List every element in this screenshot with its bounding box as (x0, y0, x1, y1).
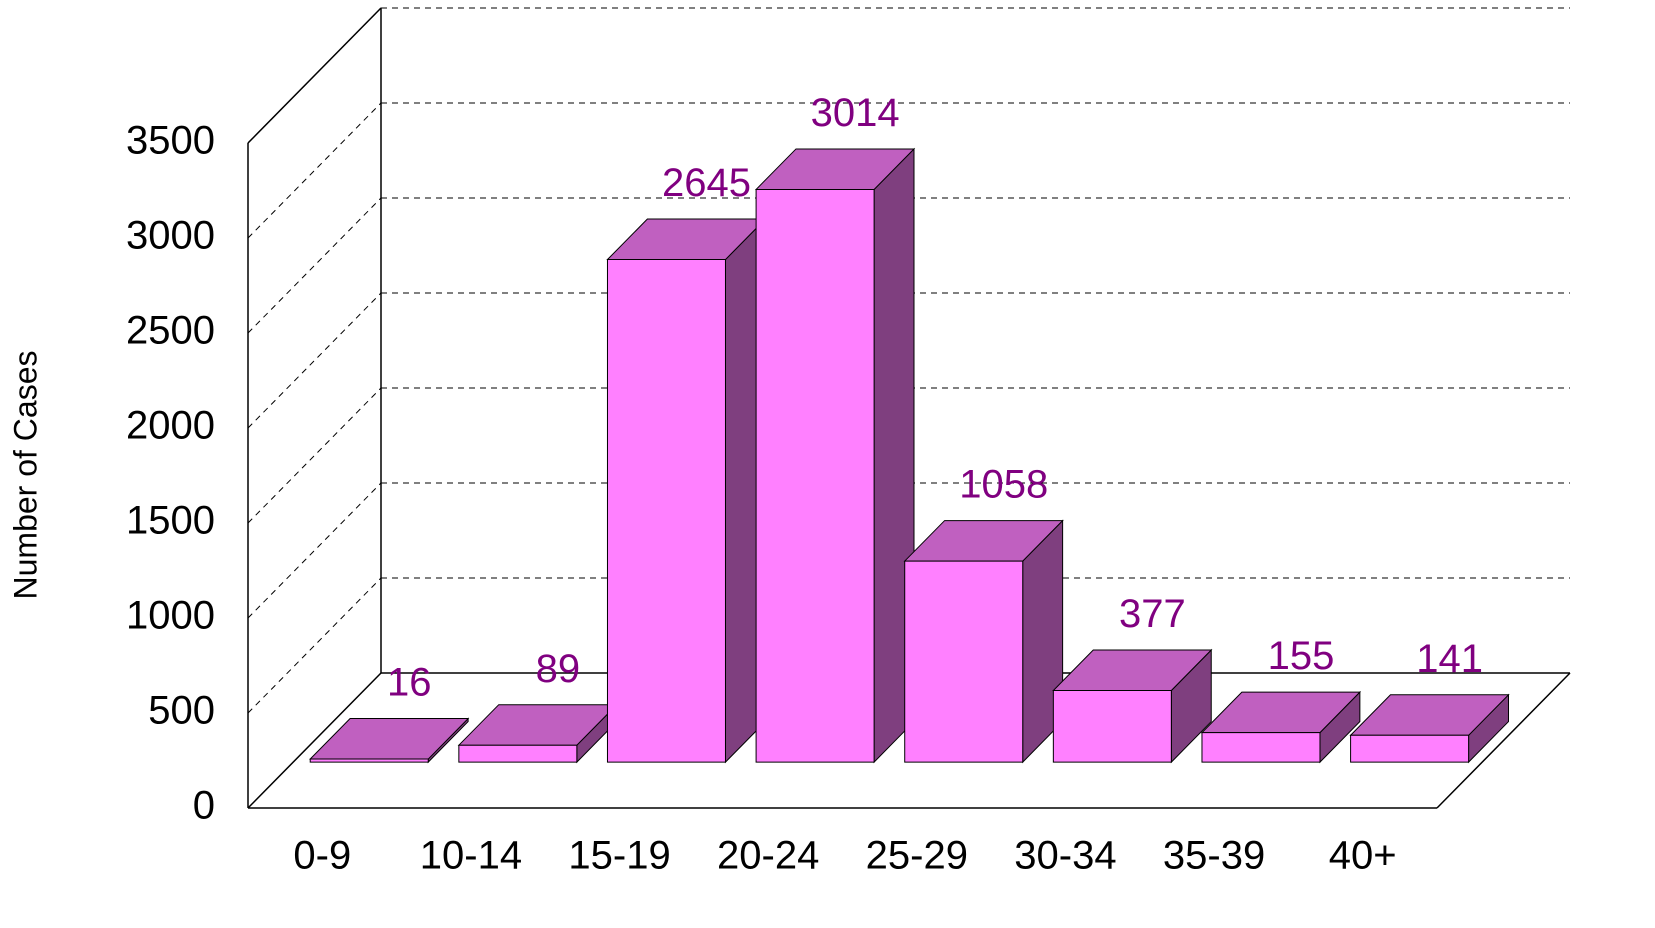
x-tick-label: 15-19 (568, 834, 670, 878)
x-tick-label: 35-39 (1163, 834, 1265, 878)
value-label: 3014 (811, 91, 900, 135)
value-label: 16 (387, 661, 432, 705)
bar (1052, 648, 1213, 764)
bar-front (309, 758, 429, 763)
grid-line (247, 482, 382, 619)
grid-line (247, 387, 382, 524)
y-axis-title: Number of Cases (7, 351, 43, 600)
bar (903, 519, 1064, 764)
x-tick-label: 0-9 (293, 834, 351, 878)
y-tick-label: 2000 (126, 404, 215, 448)
bar (1349, 693, 1510, 764)
x-tick-label: 30-34 (1014, 834, 1116, 878)
value-label: 1058 (959, 463, 1048, 507)
y-tick-label: 500 (148, 689, 215, 733)
bar-front (458, 744, 578, 763)
bar-front (904, 560, 1024, 763)
x-tick-label: 10-14 (420, 834, 522, 878)
y-tick-label: 2500 (126, 309, 215, 353)
floor-edge (247, 672, 382, 809)
bar (754, 147, 916, 764)
bar-front (1201, 732, 1321, 763)
bar-front (1350, 734, 1470, 763)
grid-line (247, 102, 382, 239)
grid-line (247, 7, 382, 144)
floor-edge (1436, 672, 1571, 809)
value-label: 377 (1119, 592, 1186, 636)
y-tick-label: 1500 (126, 499, 215, 543)
wall-edge (247, 7, 382, 144)
value-label: 141 (1416, 637, 1483, 681)
bar (457, 703, 618, 764)
bar (1200, 690, 1362, 764)
bar-front (606, 259, 726, 763)
y-tick-label: 3500 (126, 119, 215, 163)
bar-front (755, 188, 875, 763)
grid-line (247, 577, 382, 714)
bar (309, 717, 470, 764)
y-tick-label: 0 (193, 784, 215, 828)
x-tick-label: 25-29 (866, 834, 968, 878)
grid-line (247, 197, 382, 334)
value-label: 155 (1268, 634, 1335, 678)
grid-line (247, 292, 382, 429)
bar-top (309, 718, 470, 760)
x-tick-label: 20-24 (717, 834, 819, 878)
x-tick-label: 40+ (1329, 834, 1397, 878)
value-label: 2645 (662, 161, 751, 205)
y-tick-label: 1000 (126, 594, 215, 638)
y-tick-label: 3000 (126, 214, 215, 258)
bar-front (1052, 689, 1172, 763)
bar (606, 217, 767, 764)
value-label: 89 (536, 647, 581, 691)
